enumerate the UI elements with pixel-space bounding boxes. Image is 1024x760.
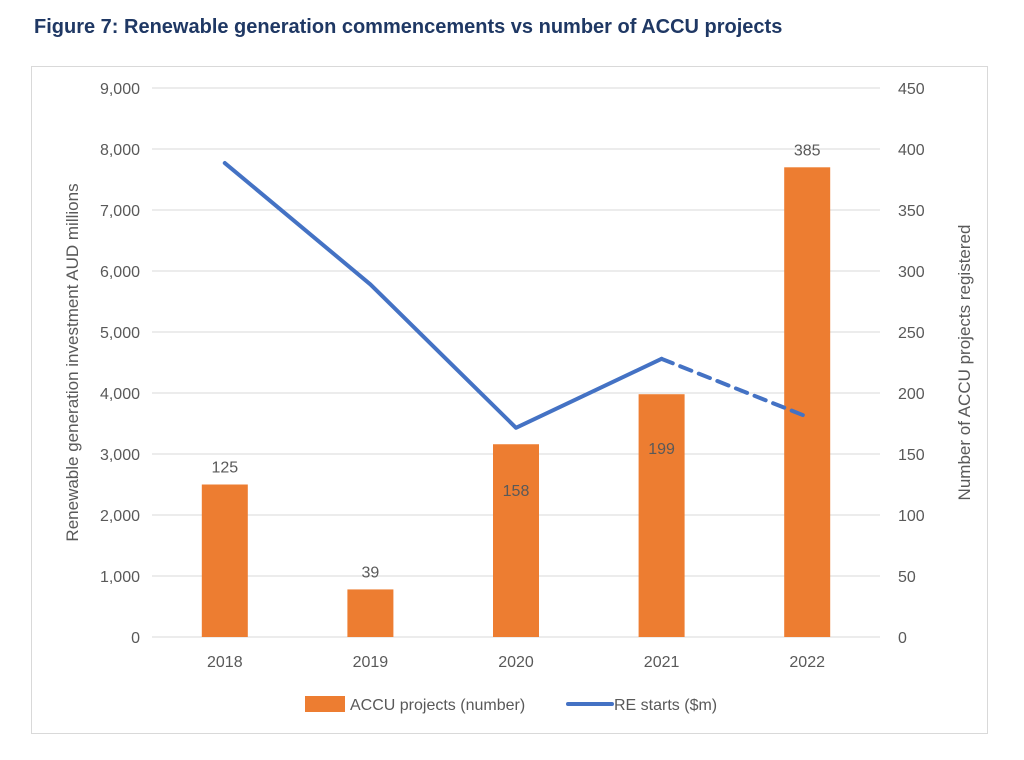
bar-data-label: 199 (648, 441, 675, 458)
bar (493, 444, 539, 637)
line-series (222, 161, 664, 430)
figure-title: Figure 7: Renewable generation commencem… (34, 16, 783, 38)
legend-label-bar: ACCU projects (number) (350, 697, 525, 714)
x-tick-label: 2020 (498, 654, 534, 671)
y-tick-label: 0 (131, 630, 140, 647)
y-tick-label: 4,000 (100, 386, 140, 403)
bar-data-label: 39 (362, 564, 380, 581)
y-tick-label: 9,000 (100, 81, 140, 98)
bar-data-label: 158 (503, 483, 530, 500)
y2-tick-label: 0 (898, 630, 907, 647)
y-tick-label: 6,000 (100, 264, 140, 281)
y-tick-label: 7,000 (100, 203, 140, 220)
bar (347, 589, 394, 637)
y-tick-label: 8,000 (100, 142, 140, 159)
legend-swatch-bar (305, 696, 345, 712)
y-tick-label: 3,000 (100, 447, 140, 464)
y2-tick-label: 200 (898, 386, 925, 403)
y-tick-label: 5,000 (100, 325, 140, 342)
bar-data-label: 385 (794, 142, 821, 159)
y2-axis-title: Number of ACCU projects registered (955, 225, 974, 501)
bar (784, 167, 831, 638)
y2-tick-label: 50 (898, 569, 916, 586)
y2-tick-label: 250 (898, 325, 925, 342)
x-tick-label: 2018 (207, 654, 243, 671)
line-series-projected (659, 356, 810, 419)
y2-tick-label: 400 (898, 142, 925, 159)
chart-frame (31, 66, 988, 734)
y2-tick-label: 100 (898, 508, 925, 525)
y-axis-title: Renewable generation investment AUD mill… (63, 183, 82, 541)
y-tick-label: 1,000 (100, 569, 140, 586)
bar (201, 484, 248, 637)
y2-tick-label: 300 (898, 264, 925, 281)
bar (638, 394, 685, 637)
bar-data-label: 125 (211, 460, 238, 477)
y-tick-label: 2,000 (100, 508, 140, 525)
y2-tick-label: 450 (898, 81, 925, 98)
y2-tick-label: 350 (898, 203, 925, 220)
x-tick-label: 2021 (644, 654, 680, 671)
x-tick-label: 2019 (353, 654, 389, 671)
legend-label-line: RE starts ($m) (614, 697, 717, 714)
y2-tick-label: 150 (898, 447, 925, 464)
x-tick-label: 2022 (789, 654, 825, 671)
